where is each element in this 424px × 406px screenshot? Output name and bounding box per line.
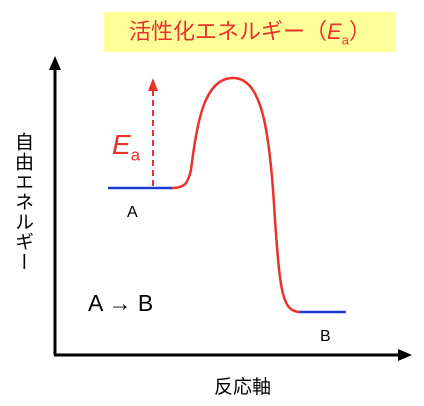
- title: 活性化エネルギー（Ea）: [104, 12, 396, 52]
- activation-label: Ea: [112, 128, 140, 166]
- title-text: ）: [349, 20, 372, 45]
- title-symbol: E: [326, 19, 342, 44]
- y-axis-label: 自由エネルギー: [12, 132, 34, 272]
- activation-subscript: a: [130, 145, 141, 165]
- energy-curve: [171, 76, 301, 314]
- state-a-label: A: [127, 204, 138, 221]
- activation-symbol: E: [112, 129, 131, 160]
- y-axis-arrow: [49, 56, 61, 70]
- title-text: 活性化エネルギー（: [128, 20, 327, 45]
- state-b-label: B: [320, 328, 331, 345]
- activation-arrowhead: [148, 78, 158, 91]
- reaction-label: A → B: [88, 290, 154, 316]
- x-axis-label: 反応軸: [214, 376, 272, 398]
- title-subscript: a: [341, 32, 350, 48]
- x-axis-arrow: [398, 349, 412, 361]
